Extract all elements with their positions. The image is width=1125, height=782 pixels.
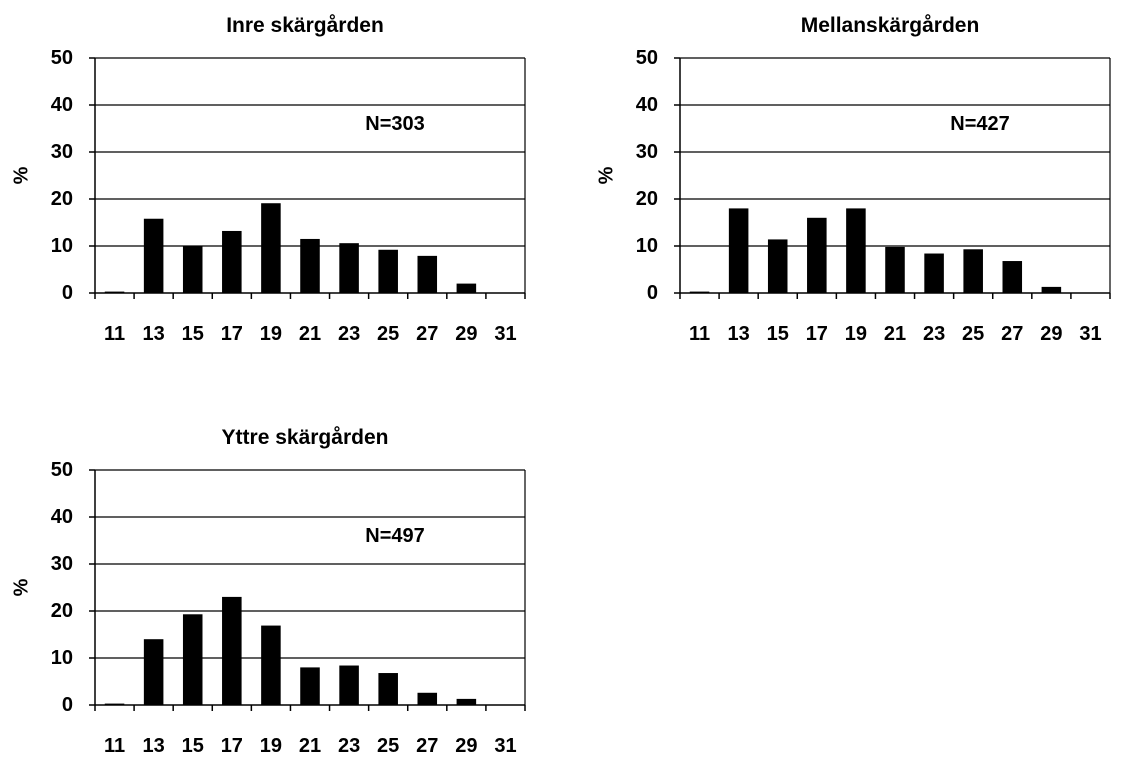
y-tick-label: 30 [51,553,73,575]
x-tick-label: 27 [1001,323,1023,345]
chart-title: Mellanskärgården [801,14,980,37]
bar-19 [846,208,866,293]
x-tick-label: 11 [104,323,125,345]
x-tick-label: 29 [455,323,477,345]
y-tick-label: 10 [51,647,73,669]
bar-25 [378,249,398,293]
bar-17 [807,217,827,293]
x-tick-label: 23 [338,323,360,345]
bar-21 [885,246,905,293]
bar-23 [339,665,359,705]
x-tick-label: 27 [416,735,438,757]
bar-15 [182,614,203,705]
y-tick-label: 0 [62,694,73,716]
x-tick-label: 29 [1040,323,1062,345]
y-tick-label: 0 [62,282,73,304]
x-tick-label: 21 [299,735,321,757]
y-axis-label: % [595,166,617,184]
y-tick-label: 40 [51,94,73,116]
x-tick-label: 15 [182,323,204,345]
x-tick-label: 31 [494,323,516,345]
x-tick-label: 21 [299,323,321,345]
chart-inre-skargarden: Inre skärgården% 0 10 20 30 40 50 11 13 15 17 19 21 2… [0,0,540,370]
sample-size-label: N=427 [950,113,1010,135]
y-tick-label: 10 [636,235,658,257]
chart-svg: Mellanskärgården% 0 10 20 30 40 50 11 13 15 17 19 21… [595,14,1111,345]
bar-23 [924,253,944,293]
x-tick-label: 13 [143,323,165,345]
bar-13 [728,208,749,293]
x-tick-label: 23 [923,323,945,345]
x-tick-label: 15 [182,735,204,757]
bar-23 [339,243,359,293]
y-tick-label: 30 [636,141,658,163]
bar-27 [417,255,438,293]
sample-size-label: N=303 [365,113,425,135]
bar-11 [104,291,125,293]
bar-17 [222,596,242,705]
x-tick-label: 11 [104,735,125,757]
y-axis-label: % [10,166,32,184]
bar-19 [261,625,281,705]
bar-15 [182,246,203,293]
chart-svg: Yttre skärgården% 0 10 20 30 40 50 11 13 15 17 19 21… [10,426,526,757]
bar-13 [143,218,164,293]
x-tick-label: 25 [377,735,399,757]
x-tick-label: 31 [494,735,516,757]
bar-27 [417,692,438,705]
y-tick-label: 20 [51,600,73,622]
x-tick-label: 13 [728,323,750,345]
x-tick-label: 21 [884,323,906,345]
x-tick-label: 13 [143,735,165,757]
x-tick-label: 19 [260,323,282,345]
y-tick-label: 30 [51,141,73,163]
chart-title: Yttre skärgården [222,426,389,449]
x-tick-label: 27 [416,323,438,345]
bar-19 [261,203,281,293]
x-tick-label: 15 [767,323,789,345]
bar-29 [456,283,477,293]
y-tick-label: 50 [51,459,73,481]
bar-11 [689,291,710,293]
y-tick-label: 0 [647,282,658,304]
bar-29 [1041,286,1062,293]
y-tick-label: 50 [51,47,73,69]
x-tick-label: 11 [689,323,710,345]
bar-13 [143,639,164,705]
bar-25 [378,673,398,705]
bar-27 [1002,261,1023,293]
bar-25 [963,249,983,293]
bar-29 [456,698,477,705]
x-tick-label: 17 [806,323,828,345]
y-tick-label: 40 [51,506,73,528]
x-tick-label: 31 [1079,323,1101,345]
chart-svg: Inre skärgården% 0 10 20 30 40 50 11 13 15 17 19 21 2… [10,14,526,345]
y-tick-label: 40 [636,94,658,116]
bar-21 [300,667,320,705]
bar-11 [104,703,125,705]
chart-mellanskargarden: Mellanskärgården% 0 10 20 30 40 50 11 13 15 17 19 21… [585,0,1125,370]
x-tick-label: 25 [377,323,399,345]
y-tick-label: 20 [51,188,73,210]
y-tick-label: 50 [636,47,658,69]
x-tick-label: 29 [455,735,477,757]
chart-yttre-skargarden: Yttre skärgården% 0 10 20 30 40 50 11 13 15 17 19 21… [0,412,540,782]
x-tick-label: 19 [260,735,282,757]
x-tick-label: 25 [962,323,984,345]
x-tick-label: 23 [338,735,360,757]
y-tick-label: 10 [51,235,73,257]
bar-15 [767,239,788,293]
x-tick-label: 19 [845,323,867,345]
sample-size-label: N=497 [365,525,425,547]
bar-21 [300,238,320,293]
y-axis-label: % [10,578,32,596]
bar-17 [222,230,242,293]
x-tick-label: 17 [221,323,243,345]
chart-title: Inre skärgården [226,14,384,37]
y-tick-label: 20 [636,188,658,210]
x-tick-label: 17 [221,735,243,757]
